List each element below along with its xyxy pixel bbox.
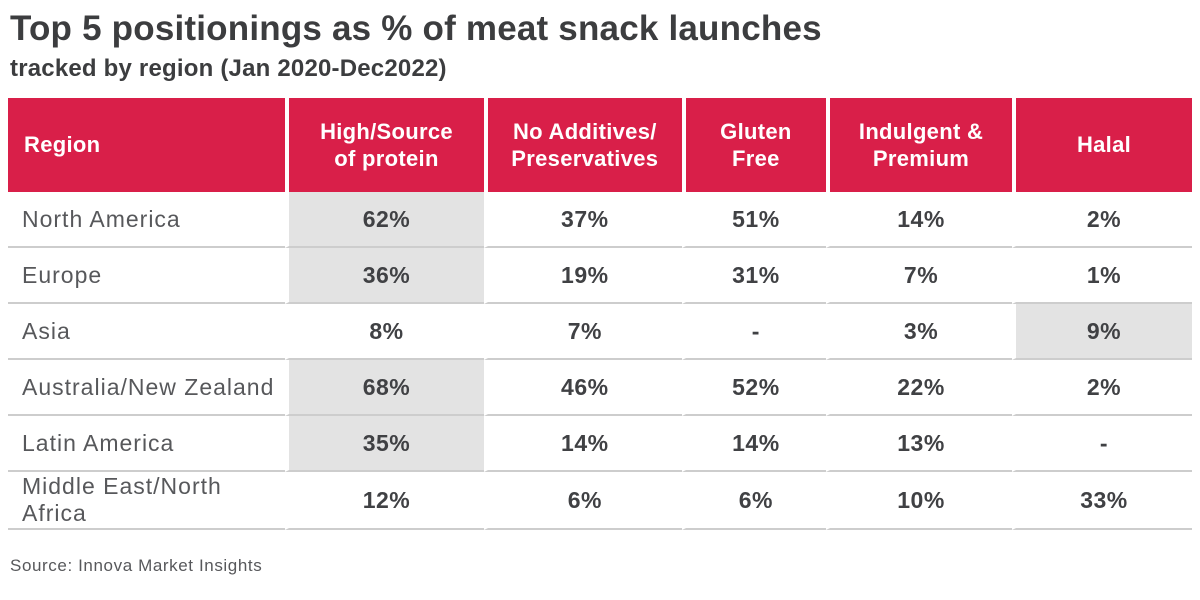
value-cell: - (681, 304, 827, 360)
region-cell: Europe (8, 248, 286, 304)
value-cell: 51% (681, 192, 827, 248)
column-header-protein: High/Source of protein (285, 98, 484, 192)
value-cell: 6% (681, 472, 827, 530)
region-cell: Middle East/North Africa (8, 472, 286, 530)
value-cell: 2% (1011, 192, 1192, 248)
table-row: Latin America 35% 14% 14% 13% - (8, 416, 1192, 472)
table-body: North America 62% 37% 51% 14% 2% Europe 36% 19% 3… (8, 192, 1192, 530)
value-cell-highlighted: 68% (285, 360, 484, 416)
value-cell: - (1011, 416, 1192, 472)
column-header-region: Region (8, 98, 286, 192)
column-header-indulgent: Indulgent & Premium (826, 98, 1012, 192)
column-header-gluten-free: Gluten Free (681, 98, 827, 192)
table-row: Middle East/North Africa 12% 6% 6% 10% 33% (8, 472, 1192, 530)
value-cell: 22% (826, 360, 1012, 416)
value-cell: 7% (483, 304, 682, 360)
positionings-table: Region High/Source of protein No Additiv… (8, 98, 1192, 530)
value-cell-highlighted: 35% (285, 416, 484, 472)
value-cell: 8% (285, 304, 484, 360)
value-cell: 10% (826, 472, 1012, 530)
page: Top 5 positionings as % of meat snack la… (8, 9, 1192, 575)
source-text: Source: Innova Market Insights (10, 556, 263, 575)
region-cell: Asia (8, 304, 286, 360)
value-cell: 12% (285, 472, 484, 530)
value-cell: 19% (483, 248, 682, 304)
value-cell: 3% (826, 304, 1012, 360)
value-cell: 33% (1011, 472, 1192, 530)
table-row: Australia/New Zealand 68% 46% 52% 22% 2% (8, 360, 1192, 416)
value-cell: 6% (483, 472, 682, 530)
value-cell: 46% (483, 360, 682, 416)
value-cell: 1% (1011, 248, 1192, 304)
value-cell: 37% (483, 192, 682, 248)
value-cell: 2% (1011, 360, 1192, 416)
region-cell: North America (8, 192, 286, 248)
value-cell: 52% (681, 360, 827, 416)
value-cell: 7% (826, 248, 1012, 304)
region-cell: Australia/New Zealand (8, 360, 286, 416)
value-cell-highlighted: 36% (285, 248, 484, 304)
table-row: Asia 8% 7% -3% 9% (8, 304, 1192, 360)
page-subtitle: tracked by region (Jan 2020-Dec2022) (10, 55, 447, 82)
page-title: Top 5 positionings as % of meat snack la… (10, 9, 822, 48)
column-header-additives: No Additives/ Preservatives (483, 98, 682, 192)
value-cell: 13% (826, 416, 1012, 472)
value-cell: 14% (483, 416, 682, 472)
region-cell: Latin America (8, 416, 286, 472)
column-header-halal: Halal (1011, 98, 1192, 192)
value-cell: 14% (681, 416, 827, 472)
value-cell: 14% (826, 192, 1012, 248)
table-row: North America 62% 37% 51% 14% 2% (8, 192, 1192, 248)
value-cell-highlighted: 9% (1011, 304, 1192, 360)
table-row: Europe 36% 19% 31% 7% 1% (8, 248, 1192, 304)
table-header-row: Region High/Source of protein No Additiv… (8, 98, 1192, 192)
value-cell-highlighted: 62% (285, 192, 484, 248)
value-cell: 31% (681, 248, 827, 304)
